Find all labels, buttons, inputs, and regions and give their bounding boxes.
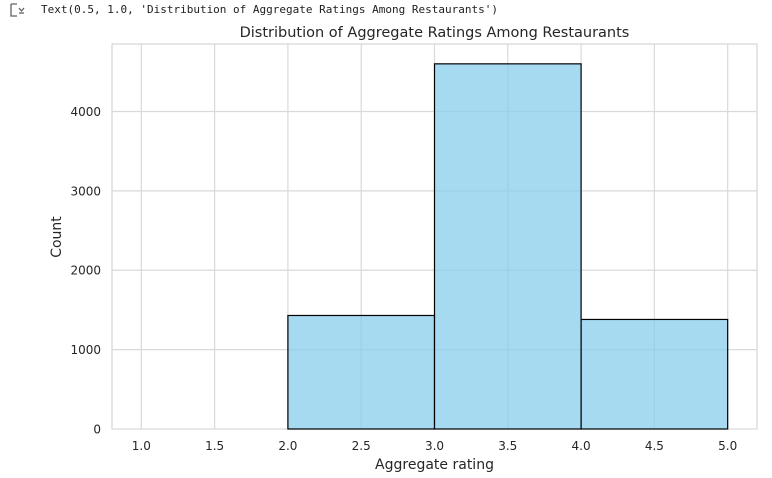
histogram-bar — [433, 63, 582, 430]
x-tick-label: 4.5 — [645, 439, 664, 453]
x-tick-label: 2.0 — [278, 439, 297, 453]
x-tick-label: 1.5 — [205, 439, 224, 453]
chart-title: Distribution of Aggregate Ratings Among … — [240, 25, 630, 41]
x-tick-labels: 1.0 1.5 2.0 2.5 3.0 3.5 4.0 4.5 5.0 — [132, 439, 737, 453]
histogram-bar — [287, 314, 436, 430]
y-tick-label: 4000 — [70, 105, 101, 119]
x-tick-label: 5.0 — [718, 439, 737, 453]
y-tick-label: 0 — [93, 423, 101, 437]
x-tick-label: 2.5 — [352, 439, 371, 453]
x-axis-label: Aggregate rating — [375, 457, 494, 473]
y-tick-labels: 0 1000 2000 3000 4000 — [70, 105, 101, 437]
y-axis-label: Count — [49, 216, 65, 258]
output-expand-icon[interactable] — [10, 3, 26, 17]
x-tick-label: 3.5 — [498, 439, 517, 453]
y-tick-label: 3000 — [70, 184, 101, 198]
y-tick-label: 1000 — [70, 343, 101, 357]
histogram-bar — [580, 318, 729, 430]
y-tick-label: 2000 — [70, 264, 101, 278]
bars — [287, 63, 729, 430]
x-tick-label: 1.0 — [132, 439, 151, 453]
x-tick-label: 4.0 — [572, 439, 591, 453]
x-tick-label: 3.0 — [425, 439, 444, 453]
cell-output-text: Text(0.5, 1.0, 'Distribution of Aggregat… — [41, 3, 498, 16]
